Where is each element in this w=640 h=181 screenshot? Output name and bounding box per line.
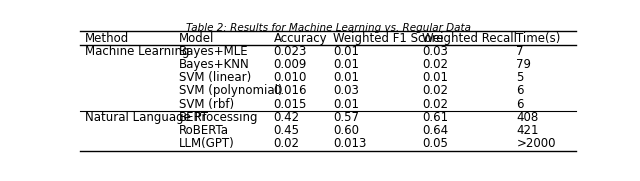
Text: 0.016: 0.016 [273, 85, 307, 98]
Text: Weighted F1 Score: Weighted F1 Score [333, 32, 444, 45]
Text: Weighted Recall: Weighted Recall [422, 32, 517, 45]
Text: BERT: BERT [179, 111, 209, 124]
Text: 0.03: 0.03 [422, 45, 448, 58]
Text: 79: 79 [516, 58, 531, 71]
Text: 5: 5 [516, 71, 524, 84]
Text: 0.01: 0.01 [333, 71, 359, 84]
Text: Method: Method [85, 32, 129, 45]
Text: 0.02: 0.02 [422, 85, 448, 98]
Text: Bayes+KNN: Bayes+KNN [179, 58, 250, 71]
Text: 6: 6 [516, 98, 524, 111]
Text: Bayes+MLE: Bayes+MLE [179, 45, 249, 58]
Text: 0.013: 0.013 [333, 137, 366, 150]
Text: Table 2: Results for Machine Learning vs. Regular Data: Table 2: Results for Machine Learning vs… [186, 23, 470, 33]
Text: 0.05: 0.05 [422, 137, 448, 150]
Text: 0.60: 0.60 [333, 124, 359, 137]
Text: 0.03: 0.03 [333, 85, 359, 98]
Text: >2000: >2000 [516, 137, 556, 150]
Text: 0.01: 0.01 [333, 58, 359, 71]
Text: 0.02: 0.02 [422, 58, 448, 71]
Text: 421: 421 [516, 124, 539, 137]
Text: 0.01: 0.01 [422, 71, 448, 84]
Text: 0.023: 0.023 [273, 45, 307, 58]
Text: 0.02: 0.02 [273, 137, 300, 150]
Text: SVM (linear): SVM (linear) [179, 71, 252, 84]
Text: 0.015: 0.015 [273, 98, 307, 111]
Text: 0.02: 0.02 [422, 98, 448, 111]
Text: Time(s): Time(s) [516, 32, 561, 45]
Text: 0.009: 0.009 [273, 58, 307, 71]
Text: Model: Model [179, 32, 214, 45]
Text: RoBERTa: RoBERTa [179, 124, 229, 137]
Text: LLM(GPT): LLM(GPT) [179, 137, 235, 150]
Text: 7: 7 [516, 45, 524, 58]
Text: Accuracy: Accuracy [273, 32, 327, 45]
Text: 0.64: 0.64 [422, 124, 449, 137]
Text: 408: 408 [516, 111, 539, 124]
Text: 0.42: 0.42 [273, 111, 300, 124]
Text: 0.01: 0.01 [333, 98, 359, 111]
Text: 0.61: 0.61 [422, 111, 449, 124]
Text: 0.45: 0.45 [273, 124, 300, 137]
Text: 0.010: 0.010 [273, 71, 307, 84]
Text: 0.01: 0.01 [333, 45, 359, 58]
Text: Machine Learning: Machine Learning [85, 45, 189, 58]
Text: Natural Language Processing: Natural Language Processing [85, 111, 257, 124]
Text: SVM (polynomial): SVM (polynomial) [179, 85, 283, 98]
Text: SVM (rbf): SVM (rbf) [179, 98, 234, 111]
Text: 6: 6 [516, 85, 524, 98]
Text: 0.57: 0.57 [333, 111, 359, 124]
